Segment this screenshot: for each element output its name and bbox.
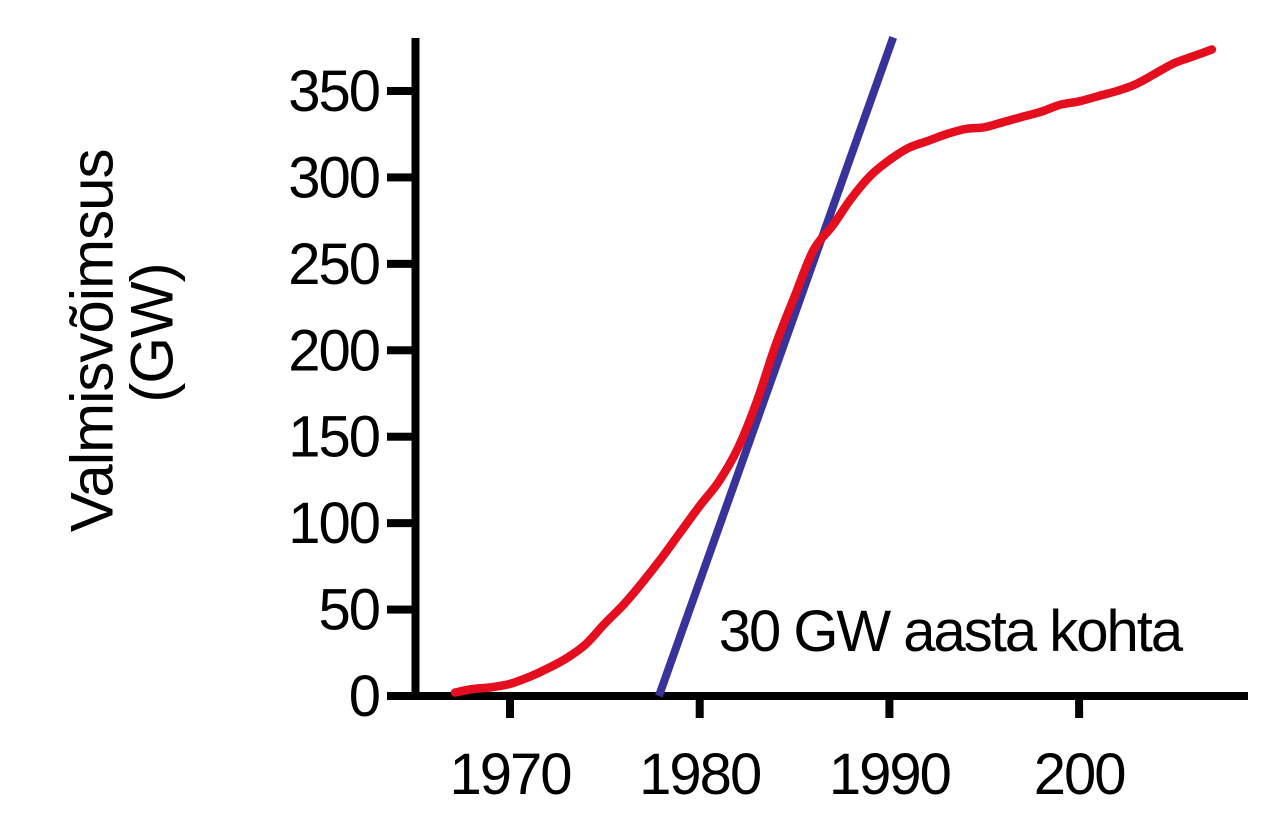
x-tick-label: 1990	[829, 742, 950, 807]
y-tick-label: 250	[288, 232, 379, 297]
x-tick	[695, 692, 704, 718]
axis-tick-labels: 0 50 100 150 200 250 300 350 1970 1980 1990 200	[288, 59, 1126, 807]
x-tick-label: 1970	[449, 742, 570, 807]
y-axis-line	[411, 38, 420, 700]
y-tick-label: 150	[288, 405, 379, 470]
annotation-30gw-label: 30 GW aasta kohta	[719, 599, 1184, 664]
tangent-line-series	[655, 36, 897, 698]
y-tick	[387, 86, 416, 95]
y-tick-label: 350	[288, 59, 379, 124]
x-tick	[506, 692, 514, 718]
y-axis-title-line2: (GW)	[119, 263, 186, 402]
x-tick	[885, 692, 894, 718]
y-tick	[387, 519, 416, 528]
y-tick-label: 50	[318, 578, 379, 643]
axis-ticks	[387, 86, 1084, 718]
y-axis-title: Valmisvõimsus (GW)	[59, 134, 186, 532]
y-axis-title-line1: Valmisvõimsus	[59, 150, 126, 533]
y-tick	[387, 432, 416, 441]
x-tick-label: 200	[1034, 742, 1125, 807]
axes	[387, 38, 1248, 700]
y-tick-label: 300	[288, 145, 379, 210]
y-tick	[387, 605, 416, 614]
x-axis-line	[387, 692, 1248, 700]
y-tick	[387, 692, 416, 700]
y-tick	[387, 173, 416, 182]
y-tick	[387, 346, 416, 355]
capacity-curve-series	[450, 45, 1217, 697]
y-tick-label: 200	[288, 318, 379, 383]
x-tick	[1075, 692, 1084, 718]
y-tick-label: 100	[288, 491, 379, 556]
y-tick	[387, 259, 416, 268]
y-tick-label: 0	[349, 664, 379, 729]
x-tick-label: 1980	[639, 742, 760, 807]
